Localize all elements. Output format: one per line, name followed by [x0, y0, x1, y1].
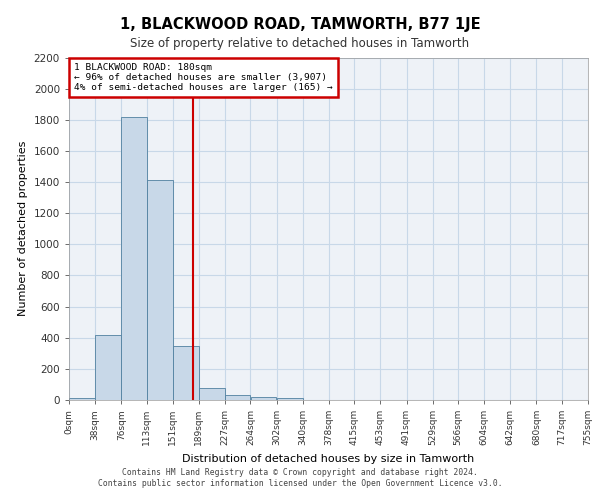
Bar — [277, 398, 302, 400]
Text: Contains HM Land Registry data © Crown copyright and database right 2024.
Contai: Contains HM Land Registry data © Crown c… — [98, 468, 502, 487]
Bar — [251, 397, 277, 400]
X-axis label: Distribution of detached houses by size in Tamworth: Distribution of detached houses by size … — [182, 454, 475, 464]
Bar — [121, 116, 146, 400]
Bar — [173, 346, 199, 400]
Bar — [225, 394, 250, 400]
Text: 1 BLACKWOOD ROAD: 180sqm
← 96% of detached houses are smaller (3,907)
4% of semi: 1 BLACKWOOD ROAD: 180sqm ← 96% of detach… — [74, 62, 333, 92]
Bar — [147, 180, 173, 400]
Y-axis label: Number of detached properties: Number of detached properties — [18, 141, 28, 316]
Bar — [95, 334, 121, 400]
Bar — [199, 388, 225, 400]
Text: Size of property relative to detached houses in Tamworth: Size of property relative to detached ho… — [130, 38, 470, 51]
Bar — [69, 398, 95, 400]
Text: 1, BLACKWOOD ROAD, TAMWORTH, B77 1JE: 1, BLACKWOOD ROAD, TAMWORTH, B77 1JE — [119, 18, 481, 32]
